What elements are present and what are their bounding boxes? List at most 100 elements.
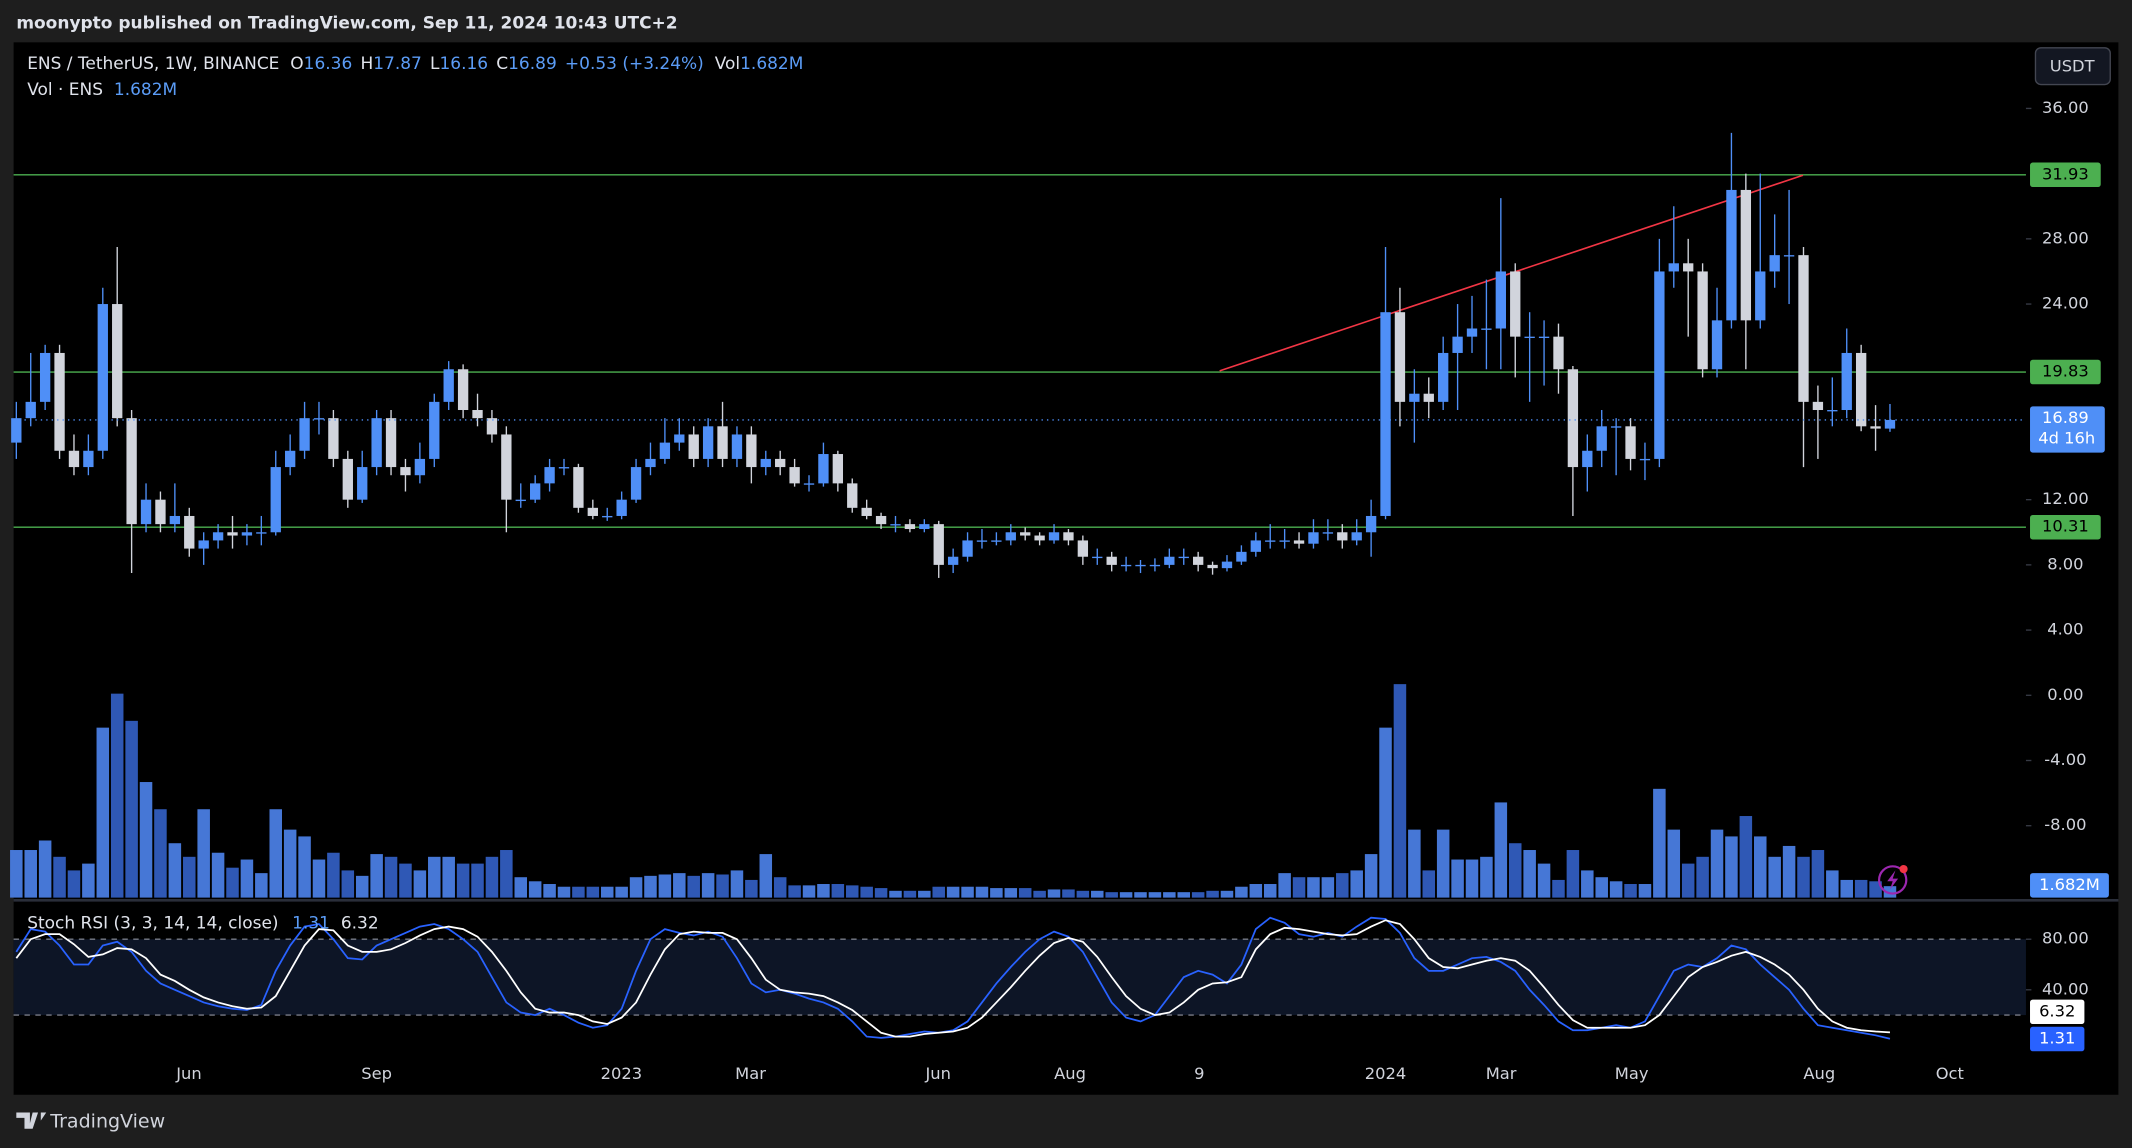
candle-body [1423,393,1434,402]
stoch-d-label: 6.32 [2039,1001,2075,1020]
volume-bar [1768,856,1781,898]
candle-body [198,540,209,549]
candle-body [818,454,829,484]
x-tick-label: Jun [924,1064,950,1083]
ohlc-label: L [430,54,440,74]
stoch-d-box [2030,999,2085,1025]
icon-bolt[interactable] [1887,870,1899,890]
candle-body [155,499,166,525]
candle-body [1553,336,1564,370]
y-tick-label: 8.00 [2047,554,2083,573]
volume-bar [1581,870,1594,898]
volume-bar [1191,892,1205,898]
x-tick-label: May [1615,1064,1649,1083]
volume-bar [413,870,427,898]
candle-body [1409,393,1420,402]
price-box [2030,406,2105,453]
candle-body [645,458,656,468]
candle-body [83,450,94,468]
candle-body [1337,532,1348,541]
x-tick-label: Sep [361,1064,392,1083]
volume-bar [644,875,657,898]
candle-body [515,499,526,502]
volume-bar [773,877,787,898]
candle-body [486,418,498,435]
volume-bar [600,886,614,898]
button-label[interactable]: USDT [2050,56,2095,75]
level-label: 19.83 [2042,362,2089,381]
volume-bar [975,886,989,898]
stoch-legend: Stoch RSI (3, 3, 14, 14, close) 1.31 6.32 [27,913,378,933]
candle-body [1697,271,1708,370]
volume-bar [384,856,398,898]
volume-bar [1033,890,1046,898]
volume-bar [1638,884,1652,898]
volume-bar [1062,889,1075,898]
volume-bar [1350,870,1363,898]
icon-dot[interactable] [1899,864,1908,874]
volume-bar [82,863,95,898]
candle-body [1380,312,1391,516]
x-tick-label: 2024 [1365,1064,1406,1083]
volume-bar [10,850,23,898]
volume-bar [456,863,470,898]
volume-bar [572,886,585,898]
x-tick-label: Oct [1936,1064,1964,1083]
volume-bar [932,886,945,898]
volume-bar [226,867,239,898]
volume-bar [1653,788,1666,898]
volume-bar [1220,890,1234,898]
candle-body [39,352,51,402]
ohlc-value: 16.36 [304,54,353,74]
volume-bar [312,859,326,898]
volume-title: Vol · ENS [27,80,103,100]
legend: ENS / TetherUS, 1W, BINANCE O16.36 H17.87 L… [27,54,803,74]
volume-bar [1710,829,1724,898]
volume-bar [1408,829,1421,898]
volume-bar [240,859,254,898]
ohlc-label: H [360,54,373,74]
volume-bar [125,720,138,898]
volume-bar [471,863,484,898]
candle-body [1711,320,1723,370]
volume-bar [485,856,499,898]
volume-prefix: Vol [715,54,740,74]
candle-body [1481,328,1492,330]
ohlc-label: C [496,54,508,74]
candle-body [112,304,123,419]
x-tick-label: Aug [1803,1064,1835,1083]
candle-body [1005,532,1016,541]
volume-bar [629,877,643,898]
candle-body [328,418,339,459]
currency-button[interactable]: USDT [2034,47,2111,86]
candle-body [803,483,815,485]
level-label: 10.31 [2042,517,2089,536]
level-box [2030,514,2101,540]
volume-bar [802,885,816,898]
volume-bar [946,886,960,898]
level-label: 31.93 [2042,164,2089,183]
volume-bar [1739,816,1753,898]
volume-bar [67,870,81,898]
volume-bar [658,874,672,898]
button-frame[interactable] [2034,47,2111,86]
candle-body [400,467,411,476]
volume-bar [1321,877,1335,898]
volume-bar [1148,892,1162,898]
alert-icon[interactable] [1878,864,1908,895]
y-tick-label: 24.00 [2042,294,2089,313]
candle-body [832,454,844,484]
y-tick-label: -8.00 [2044,815,2086,834]
change: +0.53 (+3.24%) [565,54,704,74]
candle-body [1495,271,1506,329]
volume-bar [528,881,542,898]
volume-bar [586,886,600,898]
x-tick-label: Mar [735,1064,766,1083]
volume-bar [183,856,196,898]
candle-body [1077,540,1089,557]
volume-bar [1480,856,1493,898]
candle-body [1755,271,1766,321]
volume-bar [428,856,441,898]
icon-ring[interactable] [1878,865,1908,895]
candle-body [54,352,65,451]
